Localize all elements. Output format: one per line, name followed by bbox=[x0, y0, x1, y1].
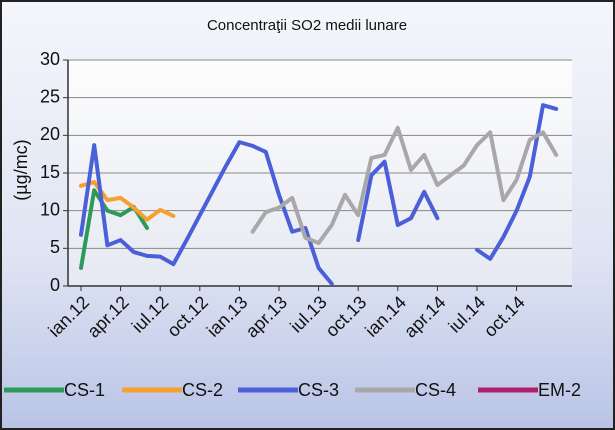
y-tick-label: 0 bbox=[50, 275, 60, 295]
y-tick-label: 25 bbox=[40, 86, 60, 106]
series-line bbox=[250, 125, 559, 246]
y-tick-label: 10 bbox=[40, 199, 60, 219]
series-line bbox=[79, 103, 559, 286]
legend-label: CS-3 bbox=[298, 380, 339, 400]
series-line bbox=[79, 180, 176, 222]
legend-label: CS-1 bbox=[64, 380, 105, 400]
y-axis-label: (µg/mc) bbox=[11, 139, 31, 200]
y-tick-label: 30 bbox=[40, 49, 60, 69]
y-tick-label: 5 bbox=[50, 237, 60, 257]
legend-label: CS-2 bbox=[182, 380, 223, 400]
legend-label: EM-2 bbox=[538, 380, 581, 400]
y-tick-label: 20 bbox=[40, 124, 60, 144]
y-tick-label: 15 bbox=[40, 162, 60, 182]
chart-title: Concentraţii SO2 medii lunare bbox=[207, 17, 407, 34]
legend-label: CS-4 bbox=[415, 380, 456, 400]
